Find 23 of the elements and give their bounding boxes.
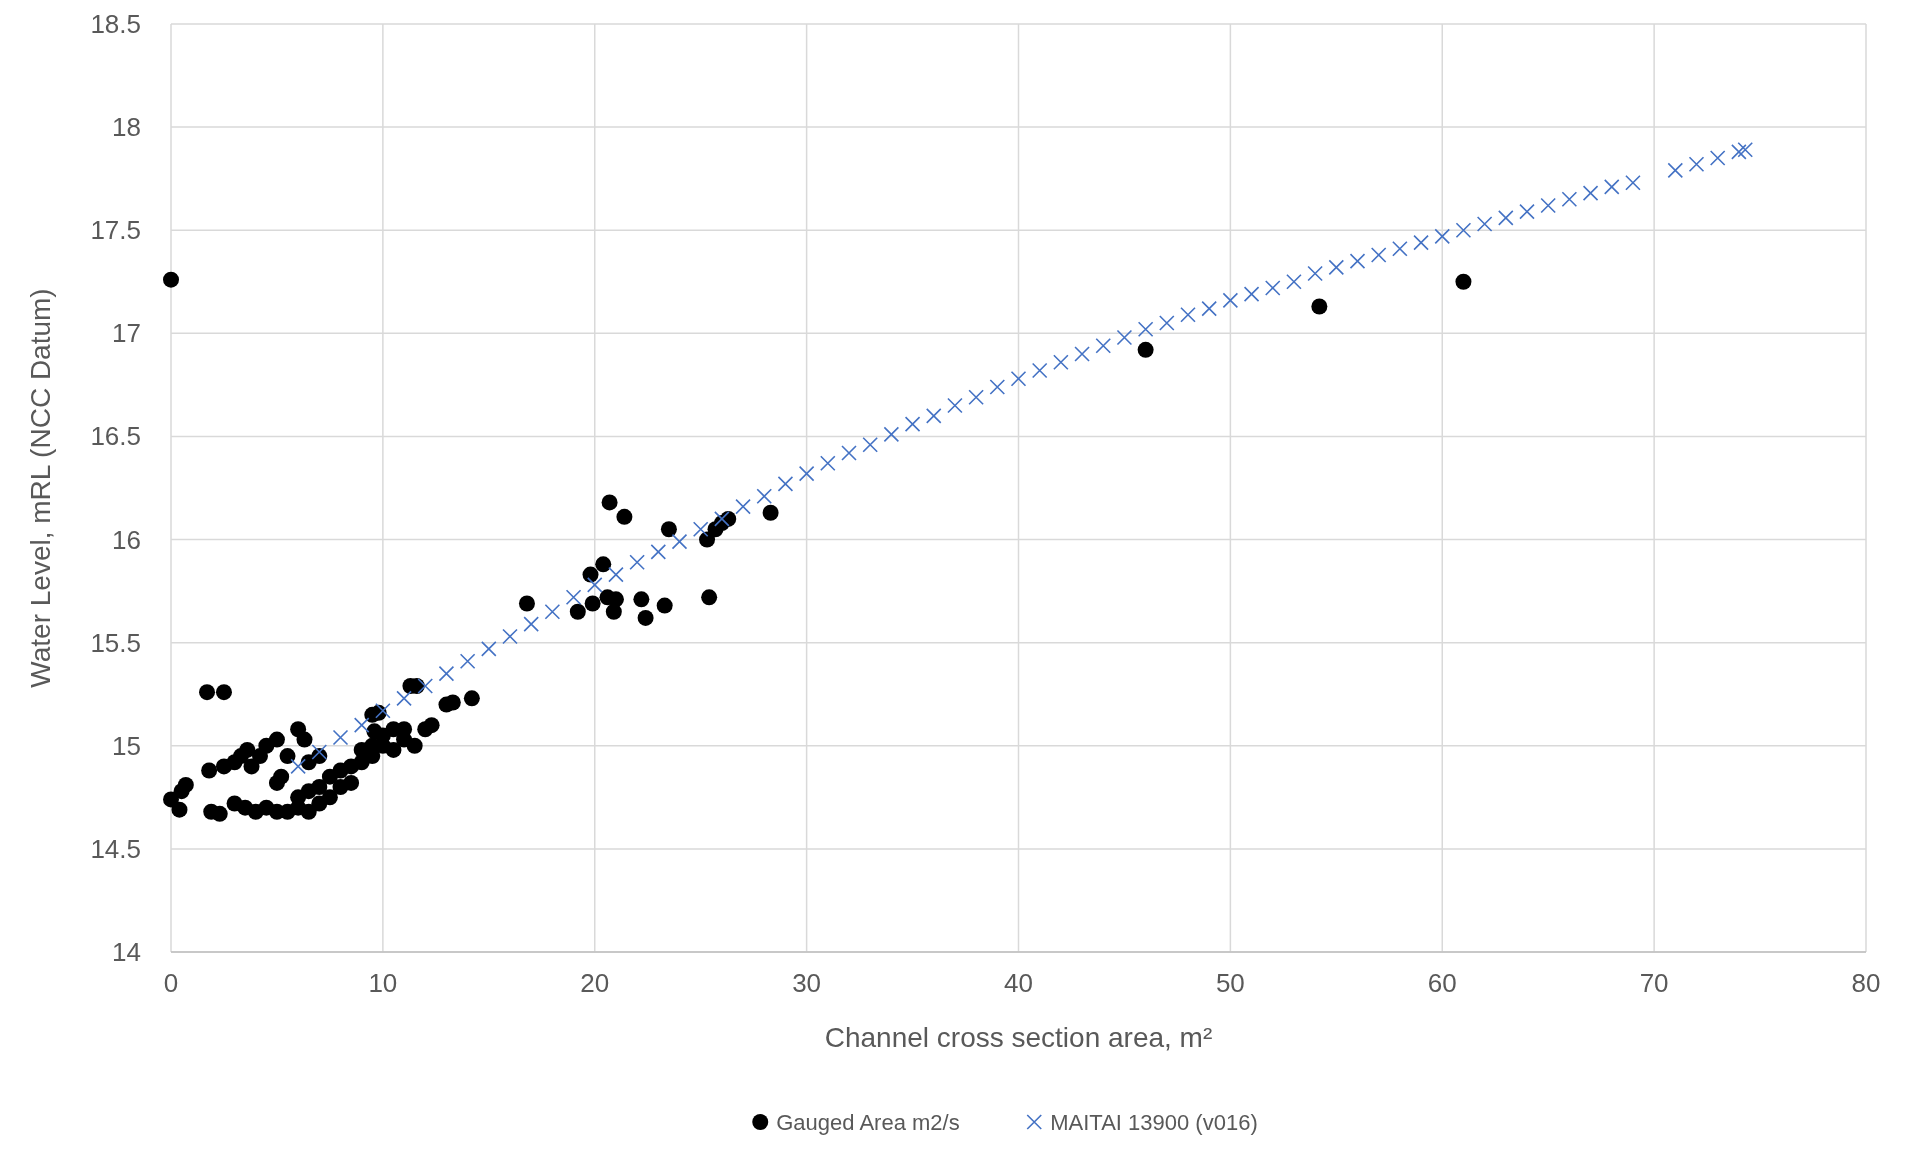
y-tick-label: 17.5: [90, 215, 141, 246]
y-tick-label: 15.5: [90, 627, 141, 658]
y-tick-label: 15: [112, 730, 141, 761]
x-tick-label: 50: [1215, 968, 1245, 998]
x-tick-label: 40: [1004, 968, 1033, 998]
y-tick-label: 14: [112, 937, 141, 967]
x-axis-title: Channel cross section area, m²: [824, 1022, 1213, 1053]
y-tick-label: 17: [112, 318, 141, 349]
x-tick-label: 20: [580, 968, 610, 998]
y-tick-label: 18.5: [90, 9, 141, 39]
y-axis-title: Water Level, mRL (NCC Datum): [25, 288, 56, 688]
legend-label: Gauged Area m2/s: [776, 1110, 960, 1135]
y-tick-label: 16: [112, 524, 141, 555]
x-tick-label: 60: [1427, 968, 1457, 998]
x-tick-label: 10: [368, 968, 398, 998]
x-tick-label: 30: [792, 968, 822, 998]
x-tick-label: 70: [1639, 968, 1669, 998]
y-tick-label: 16.5: [90, 421, 141, 452]
y-tick-label: 18: [112, 112, 141, 143]
y-tick-label: 14.5: [90, 833, 141, 864]
x-tick-label: 0: [163, 968, 179, 998]
x-tick-label: 80: [1851, 968, 1881, 998]
legend-label: MAITAI 13900 (v016): [1050, 1110, 1258, 1135]
